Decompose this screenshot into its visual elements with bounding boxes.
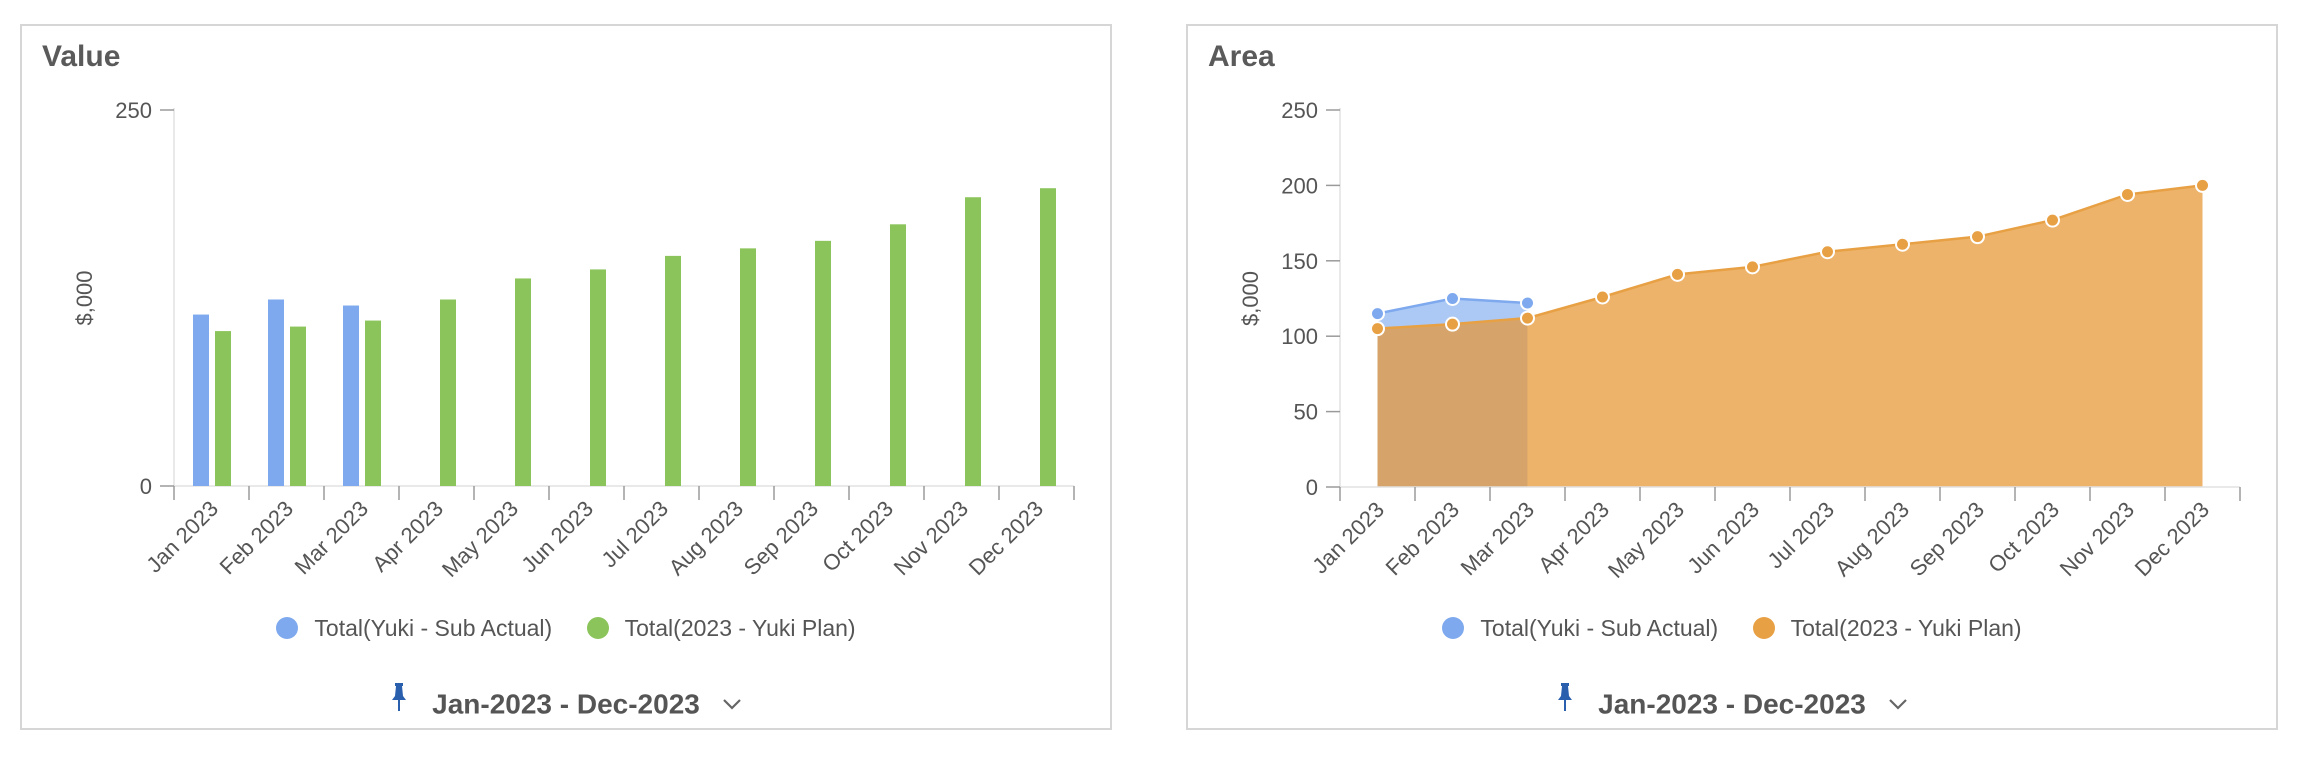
bar-plan (215, 331, 231, 486)
legend-dot-icon (1442, 617, 1465, 640)
x-tick-label: Aug 2023 (1830, 497, 1914, 581)
bar-plan (740, 248, 756, 486)
pin-icon (390, 682, 408, 719)
area-overlap (1377, 318, 1528, 487)
point-plan (1520, 310, 1535, 326)
area-chart-panel: Area 0 50 100 150 200 250 Jan 2023 Feb 2023 Mar … (1186, 24, 2278, 730)
y-tick-label: 250 (115, 98, 152, 123)
point-plan (1445, 316, 1460, 332)
x-tick-label: Aug 2023 (664, 496, 748, 580)
point-plan (1970, 229, 1985, 245)
chart-legend: Total(Yuki - Sub Actual) Total(2023 - Yu… (22, 614, 1110, 642)
point-plan (2120, 186, 2135, 202)
x-tick-label: May 2023 (1603, 497, 1689, 583)
legend-item-actual[interactable]: Total(Yuki - Sub Actual) (1442, 615, 1718, 642)
point-plan (1895, 236, 1910, 252)
point-plan (2195, 177, 2210, 193)
date-range-label: Jan-2023 - Dec-2023 (1598, 688, 1866, 720)
bar-plan (515, 278, 531, 486)
legend-label: Total(2023 - Yuki Plan) (1790, 615, 2022, 642)
legend-label: Total(Yuki - Sub Actual) (314, 615, 553, 642)
bar-plan (890, 224, 906, 486)
x-tick-label: Nov 2023 (889, 496, 973, 580)
bar-plan (1040, 188, 1056, 486)
y-axis-label: $,000 (72, 270, 97, 325)
bar-actual (193, 314, 209, 486)
x-tick-label: Jan 2023 (1307, 497, 1389, 579)
x-tick-label: Oct 2023 (1983, 497, 2064, 578)
y-tick-label: 200 (1281, 173, 1318, 198)
bar-plan (665, 255, 681, 486)
x-tick-label: Dec 2023 (2130, 497, 2214, 581)
x-tick-label: Apr 2023 (1533, 497, 1614, 578)
x-tick-label: Feb 2023 (215, 496, 298, 579)
legend-item-plan[interactable]: Total(2023 - Yuki Plan) (1752, 615, 2022, 642)
bar-plan (815, 240, 831, 486)
y-axis-label: $,000 (1238, 271, 1263, 326)
x-tick-label: Apr 2023 (367, 496, 448, 577)
x-tick-label: Sep 2023 (739, 496, 823, 580)
y-tick-label: 0 (1306, 475, 1318, 500)
y-tick-label: 150 (1281, 249, 1318, 274)
value-chart-panel: Value 0 250 Jan 2023 Feb 2023 Mar 2023 Apr 20… (20, 24, 1112, 730)
x-tick-label: Jul 2023 (597, 496, 674, 573)
x-tick-label: Mar 2023 (1456, 497, 1539, 580)
panel-title: Area (1208, 40, 1275, 73)
legend-label: Total(Yuki - Sub Actual) (1480, 615, 1719, 642)
legend-dot-icon (276, 617, 299, 640)
panel-title: Value (42, 40, 121, 73)
legend-label: Total(2023 - Yuki Plan) (624, 615, 856, 642)
legend-item-actual[interactable]: Total(Yuki - Sub Actual) (276, 615, 552, 642)
bar-actual (343, 305, 359, 486)
bar-plan (290, 326, 306, 486)
bar-plan (590, 269, 606, 486)
chart-legend: Total(Yuki - Sub Actual) Total(2023 - Yu… (1188, 614, 2276, 642)
point-actual (1520, 295, 1535, 311)
point-plan (1370, 321, 1385, 337)
x-tick-label: Nov 2023 (2055, 497, 2139, 581)
point-plan (1820, 244, 1835, 260)
x-tick-label: May 2023 (437, 496, 523, 582)
y-tick-label: 50 (1294, 400, 1318, 425)
legend-dot-icon (586, 617, 609, 640)
point-plan (1745, 259, 1760, 275)
bar-plan (965, 197, 981, 486)
line-plan (1377, 184, 2203, 330)
date-range-label: Jan-2023 - Dec-2023 (432, 688, 700, 720)
y-tick-label: 250 (1281, 98, 1318, 123)
x-tick-label: Dec 2023 (964, 496, 1048, 580)
chevron-down-icon (722, 686, 742, 718)
point-plan (2045, 212, 2060, 228)
y-tick-label: 100 (1281, 324, 1318, 349)
x-tick-label: Jul 2023 (1763, 497, 1840, 574)
bar-actual (268, 299, 284, 486)
bar-plan (365, 320, 381, 486)
x-tick-label: Oct 2023 (817, 496, 898, 577)
x-tick-label: Feb 2023 (1381, 497, 1464, 580)
x-tick-label: Mar 2023 (290, 496, 373, 579)
x-tick-label: Sep 2023 (1905, 497, 1989, 581)
date-range-selector[interactable]: Jan-2023 - Dec-2023 (22, 683, 1110, 723)
x-tick-label: Jun 2023 (1682, 497, 1764, 579)
point-plan (1670, 266, 1685, 282)
y-tick-label: 0 (140, 474, 152, 499)
point-actual (1370, 306, 1385, 322)
x-tick-label: Jun 2023 (516, 496, 598, 578)
x-tick-label: Jan 2023 (141, 496, 223, 578)
chevron-down-icon (1888, 686, 1908, 718)
date-range-selector[interactable]: Jan-2023 - Dec-2023 (1188, 683, 2276, 723)
point-actual (1445, 291, 1460, 306)
pin-icon (1556, 682, 1574, 719)
legend-dot-icon (1752, 617, 1775, 640)
point-plan (1595, 289, 1610, 305)
bar-plan (440, 299, 456, 486)
area-plan (1377, 185, 2203, 487)
legend-item-plan[interactable]: Total(2023 - Yuki Plan) (586, 615, 856, 642)
